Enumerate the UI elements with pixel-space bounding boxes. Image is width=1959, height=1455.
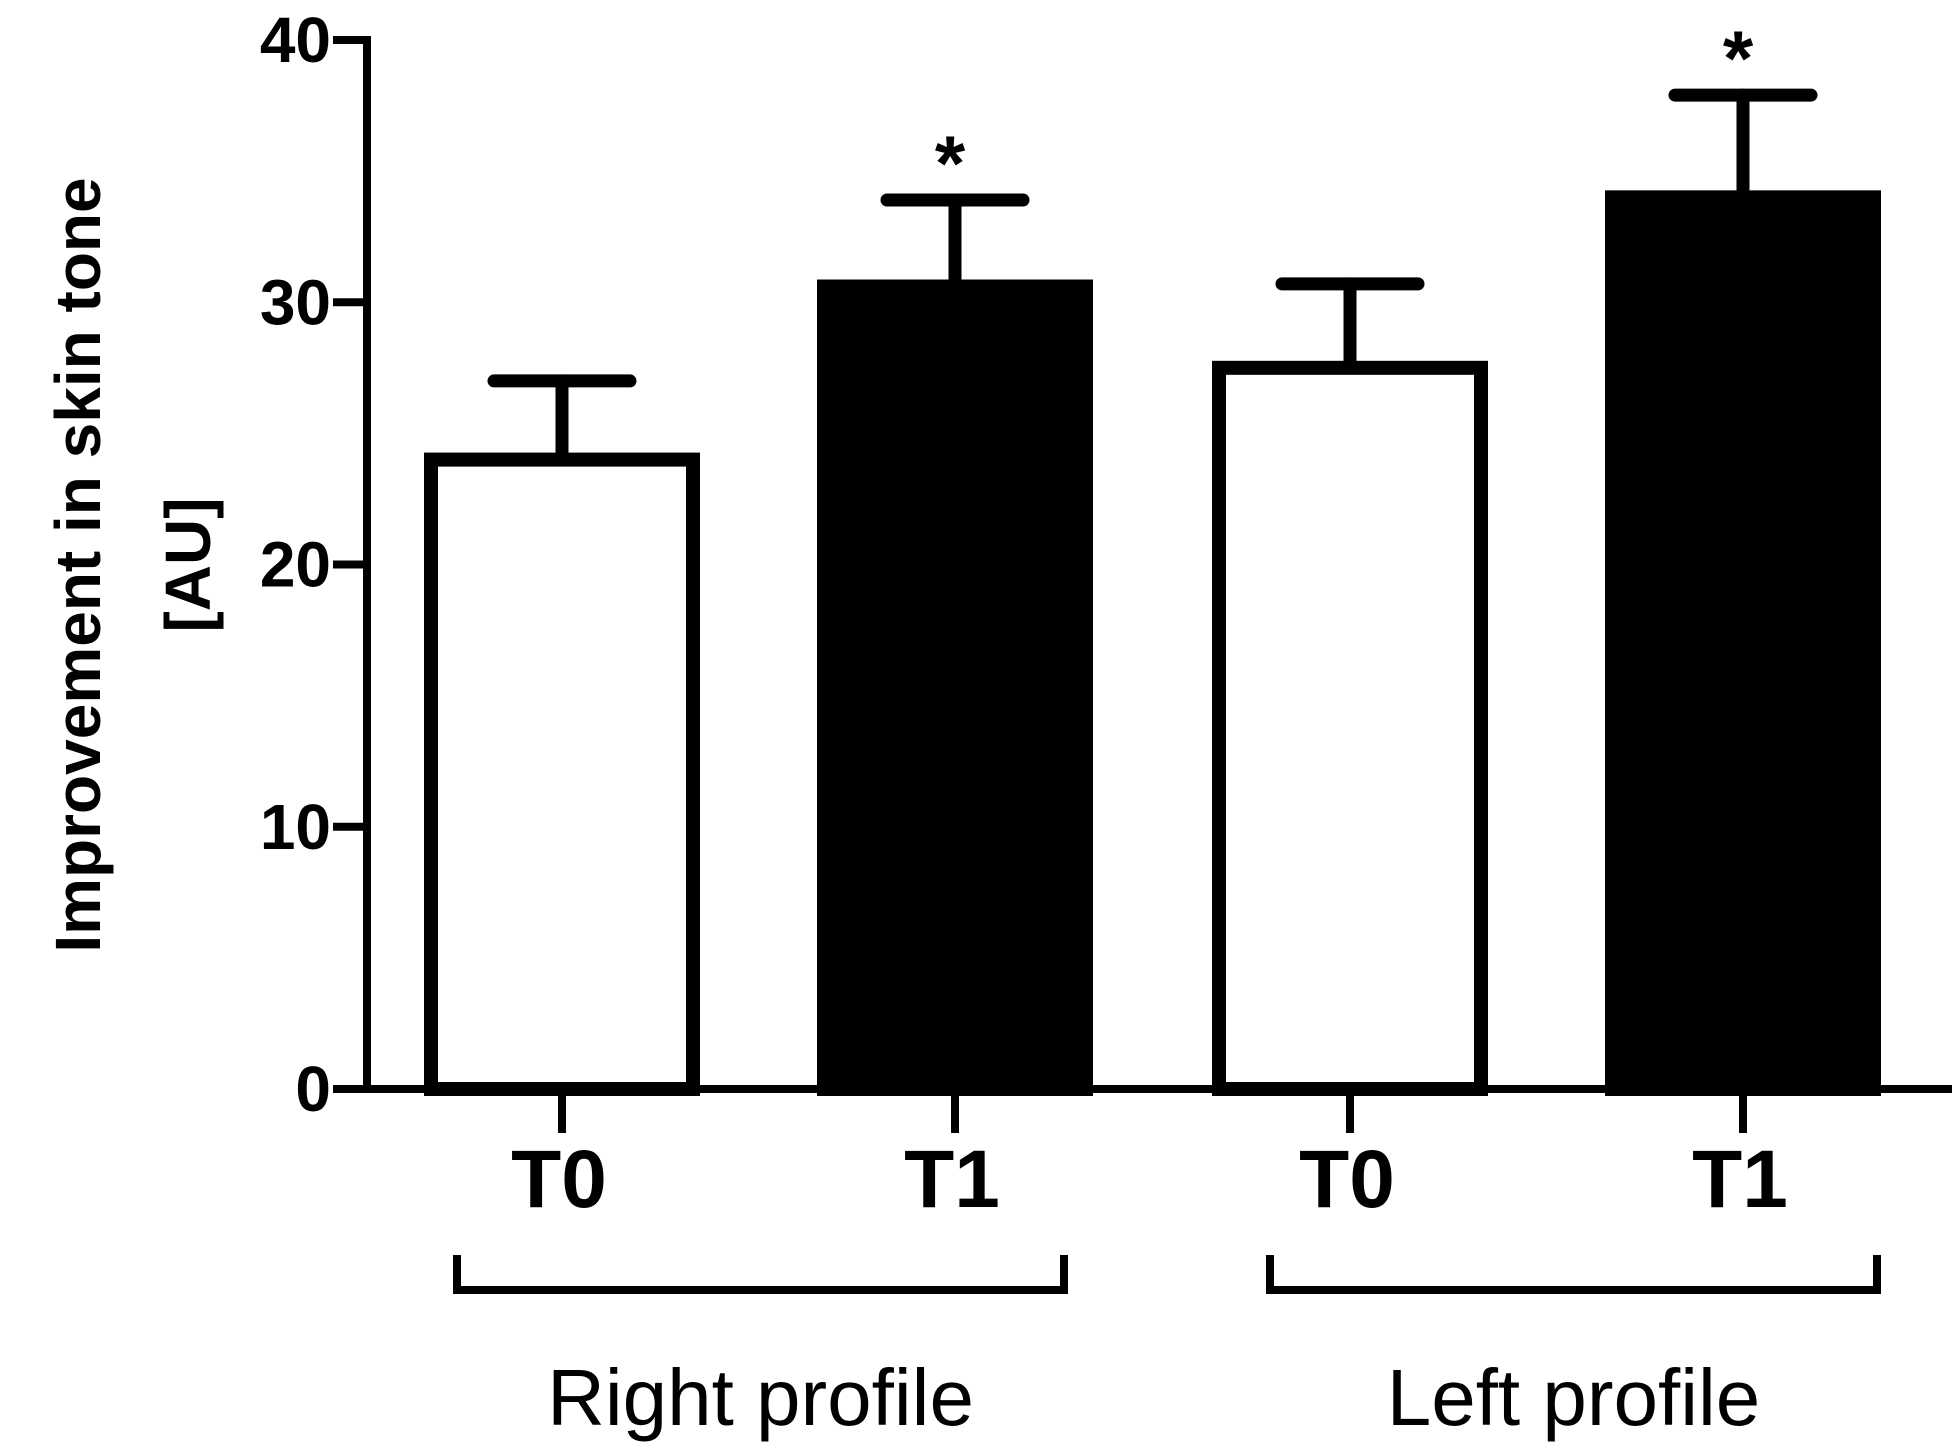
- axes-layer: [333, 36, 1952, 1294]
- x-tick-label: T1: [904, 1134, 1000, 1225]
- significance-marker: *: [935, 119, 966, 207]
- significance-marker: *: [1723, 14, 1754, 102]
- y-tick-label: 30: [260, 266, 331, 338]
- group-label: Right profile: [547, 1353, 974, 1442]
- y-tick-label: 10: [260, 791, 331, 863]
- x-tick-label: T0: [1299, 1134, 1395, 1225]
- bar-left-profile-t1: [1605, 190, 1881, 1097]
- y-tick-label: 20: [260, 529, 331, 601]
- y-axis-title-line: Improvement in skin tone: [42, 177, 114, 952]
- x-tick-label: T0: [511, 1134, 607, 1225]
- group-label: Left profile: [1387, 1353, 1761, 1442]
- group-bracket: [1266, 1255, 1881, 1294]
- x-tick-label: T1: [1692, 1134, 1788, 1225]
- y-axis-title-line: [AU]: [152, 497, 224, 632]
- y-axis-title: Improvement in skin tone [AU]: [42, 177, 224, 952]
- y-tick-label: 0: [295, 1053, 331, 1125]
- bars-layer: [424, 190, 1881, 1097]
- bar-left-profile-t0: [1212, 360, 1488, 1096]
- error-bars-layer: [487, 88, 1818, 467]
- group-bracket: [453, 1255, 1068, 1294]
- bar-right-profile-t1: [817, 279, 1093, 1096]
- bar-right-profile-t0: [424, 452, 700, 1097]
- labels-layer: T0 * T1 T0 * T1 0 10 20 30 40 Improvement in skin t…: [42, 4, 1788, 1442]
- y-tick-label: 40: [260, 4, 331, 76]
